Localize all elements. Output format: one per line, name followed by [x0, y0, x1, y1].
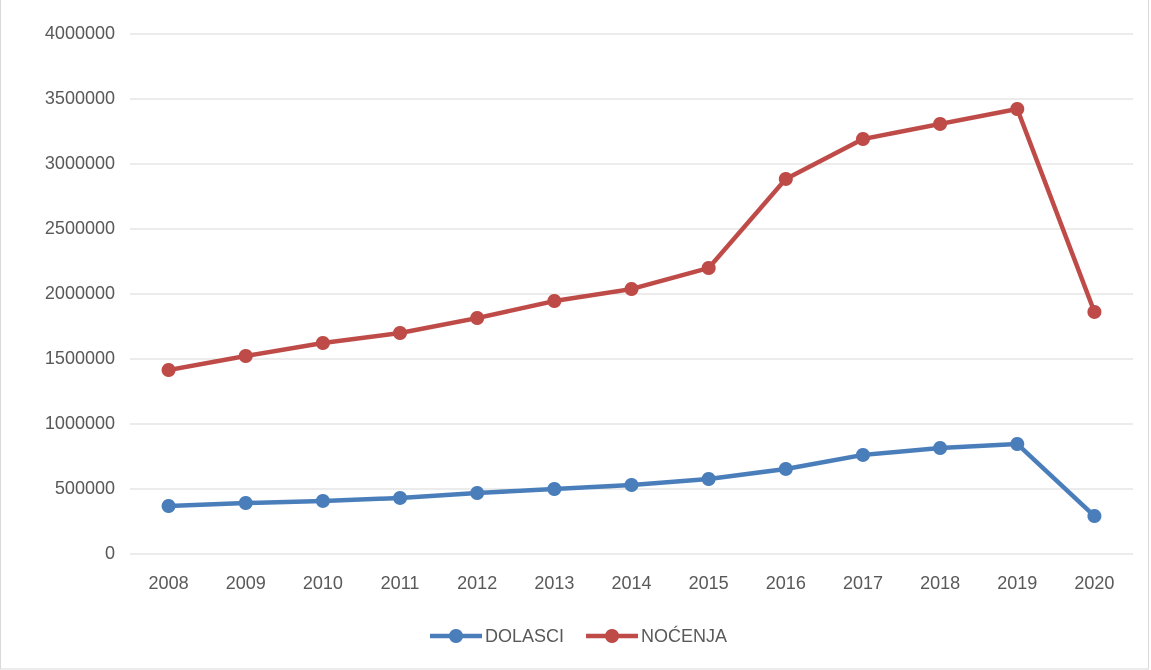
y-tick-label: 1000000: [45, 413, 115, 433]
x-tick-label: 2011: [381, 573, 420, 593]
x-tick-label: 2010: [303, 573, 343, 593]
data-point: [933, 441, 948, 456]
data-point: [778, 171, 793, 186]
legend-marker: [605, 629, 620, 643]
x-tick-label: 2014: [611, 573, 651, 593]
legend-marker: [449, 629, 463, 643]
x-tick-label: 2019: [997, 573, 1037, 593]
data-point: [624, 282, 639, 297]
data-point: [855, 132, 870, 147]
data-point: [315, 493, 330, 508]
data-point: [393, 490, 408, 505]
data-point: [778, 461, 793, 476]
data-point: [393, 326, 408, 340]
y-tick-label: 2000000: [45, 283, 115, 303]
data-point: [238, 496, 253, 511]
y-tick-label: 3000000: [45, 153, 115, 173]
data-point: [315, 336, 330, 351]
data-point: [933, 116, 948, 131]
data-point: [855, 447, 870, 462]
y-tick-label: 500000: [55, 478, 115, 498]
data-point: [161, 499, 176, 514]
legend-label: DOLASCI: [485, 626, 564, 646]
y-tick-label: 1500000: [45, 348, 115, 368]
legend-label: NOĆENJA: [641, 625, 727, 646]
x-tick-label: 2009: [226, 573, 266, 593]
data-point: [547, 294, 562, 309]
data-point: [624, 477, 639, 492]
series-line: [168, 106, 1097, 373]
x-tick-label: 2020: [1074, 573, 1114, 593]
x-tick-label: 2015: [689, 573, 729, 593]
data-point: [1010, 437, 1025, 452]
data-point: [470, 486, 485, 501]
data-point: [1087, 509, 1102, 524]
data-point: [1010, 102, 1025, 117]
data-point: [238, 349, 253, 364]
data-point: [470, 311, 485, 326]
y-tick-label: 0: [105, 543, 115, 563]
y-tick-label: 2500000: [45, 218, 115, 238]
y-tick-label: 3500000: [45, 88, 115, 108]
data-point: [547, 482, 562, 496]
x-tick-label: 2016: [766, 573, 806, 593]
x-tick-label: 2012: [457, 573, 497, 593]
data-point: [701, 471, 716, 486]
x-tick-label: 2013: [534, 573, 574, 593]
x-tick-label: 2017: [843, 573, 883, 593]
data-point: [161, 363, 176, 378]
data-point: [701, 261, 716, 275]
x-tick-label: 2008: [149, 573, 189, 593]
x-tick-label: 2018: [920, 573, 960, 593]
y-tick-label: 4000000: [45, 23, 115, 43]
data-point: [1087, 304, 1102, 319]
